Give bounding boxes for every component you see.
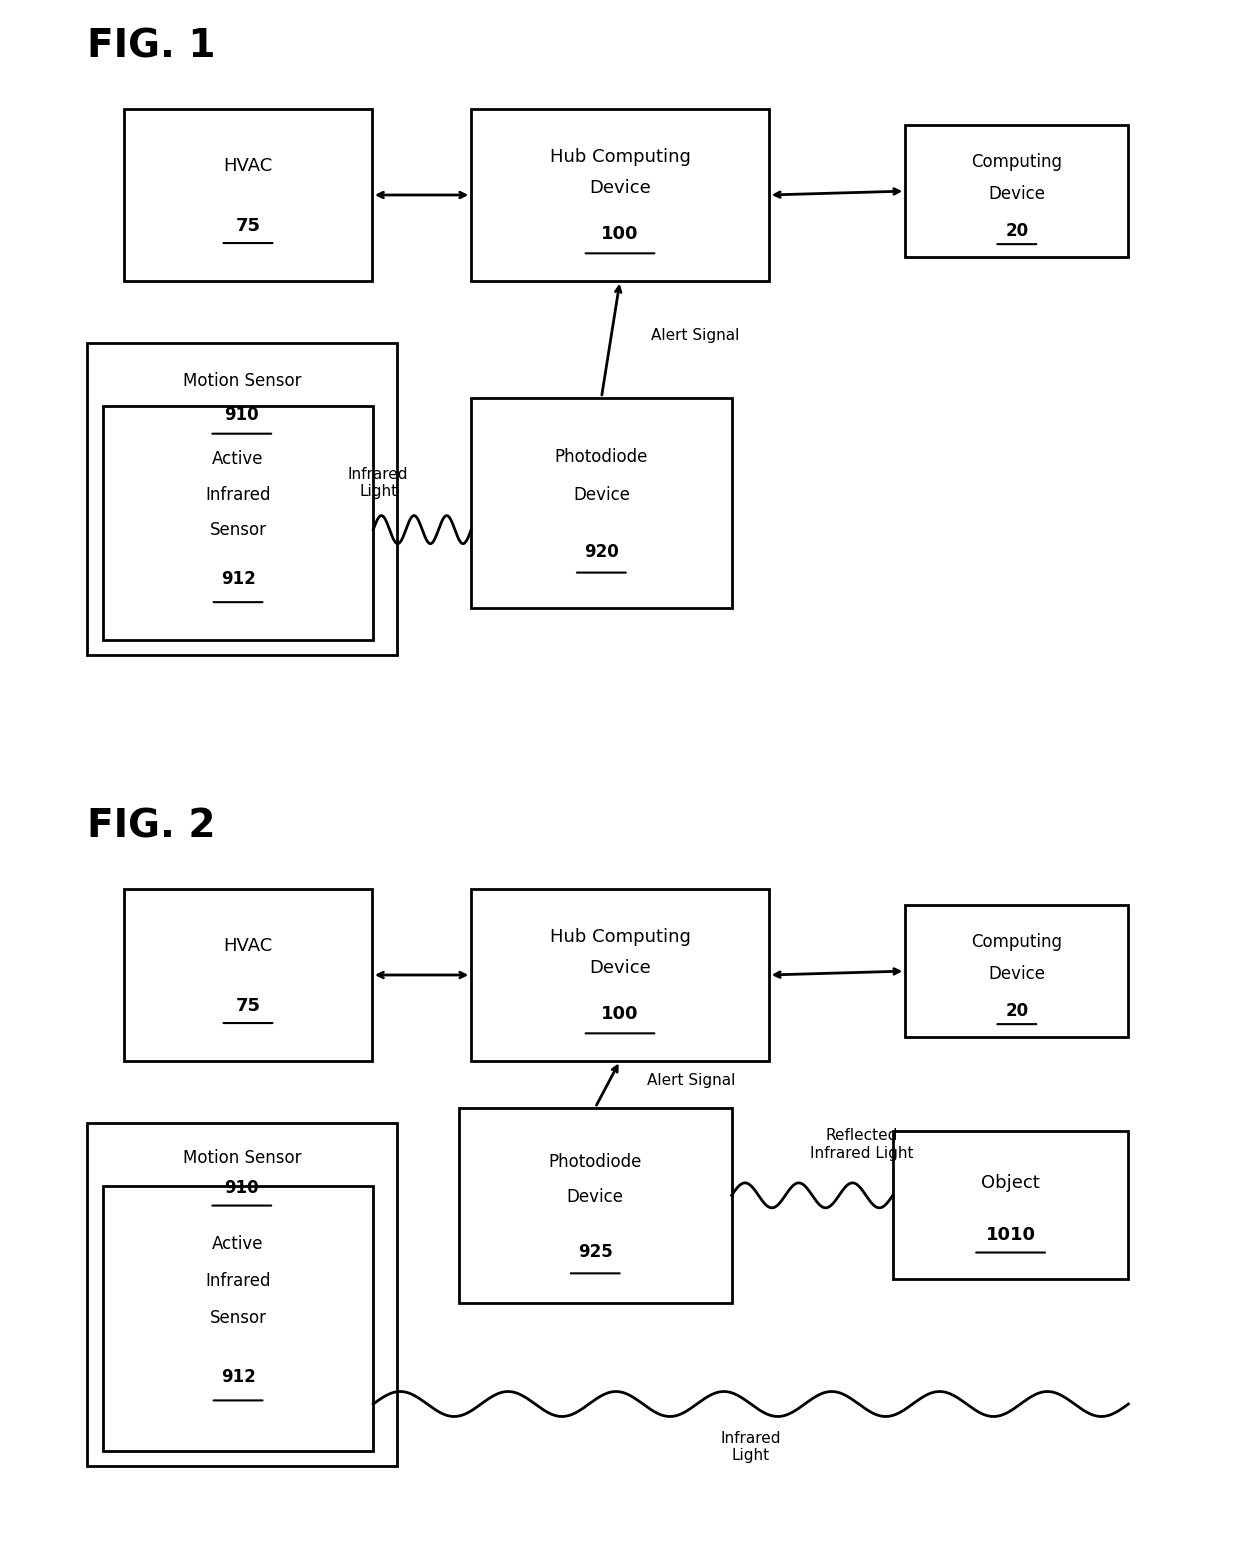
- Text: Infrared: Infrared: [206, 1271, 270, 1290]
- Text: 75: 75: [236, 217, 260, 236]
- FancyBboxPatch shape: [905, 125, 1128, 257]
- Text: Device: Device: [988, 964, 1045, 983]
- Text: Infrared: Infrared: [206, 485, 270, 504]
- FancyBboxPatch shape: [103, 406, 373, 640]
- FancyBboxPatch shape: [87, 343, 397, 655]
- Text: Device: Device: [589, 959, 651, 977]
- Text: Active: Active: [212, 1236, 264, 1253]
- Text: Device: Device: [567, 1189, 624, 1206]
- Text: Motion Sensor: Motion Sensor: [182, 1148, 301, 1167]
- Text: Sensor: Sensor: [210, 521, 267, 538]
- Text: 912: 912: [221, 569, 255, 588]
- Text: FIG. 2: FIG. 2: [87, 808, 216, 846]
- Text: 75: 75: [236, 997, 260, 1016]
- FancyBboxPatch shape: [471, 398, 732, 608]
- Text: 100: 100: [601, 226, 639, 243]
- FancyBboxPatch shape: [893, 1131, 1128, 1279]
- Text: 925: 925: [578, 1243, 613, 1260]
- Text: Hub Computing: Hub Computing: [549, 928, 691, 947]
- FancyBboxPatch shape: [124, 109, 372, 281]
- Text: 20: 20: [1006, 1002, 1028, 1020]
- Text: Infrared
Light: Infrared Light: [720, 1431, 781, 1463]
- Text: Reflected
Infrared Light: Reflected Infrared Light: [810, 1128, 914, 1161]
- FancyBboxPatch shape: [87, 1123, 397, 1466]
- Text: Photodiode: Photodiode: [548, 1153, 642, 1172]
- Text: 20: 20: [1006, 222, 1028, 240]
- Text: Alert Signal: Alert Signal: [647, 1073, 735, 1087]
- FancyBboxPatch shape: [124, 889, 372, 1061]
- Text: 912: 912: [221, 1368, 255, 1385]
- Text: Hub Computing: Hub Computing: [549, 148, 691, 167]
- Text: Motion Sensor: Motion Sensor: [182, 371, 301, 390]
- Text: Device: Device: [573, 485, 630, 504]
- FancyBboxPatch shape: [459, 1108, 732, 1303]
- FancyBboxPatch shape: [103, 1186, 373, 1451]
- Text: FIG. 1: FIG. 1: [87, 28, 216, 66]
- FancyBboxPatch shape: [905, 905, 1128, 1037]
- Text: Device: Device: [589, 179, 651, 197]
- Text: Alert Signal: Alert Signal: [651, 328, 739, 343]
- Text: 910: 910: [224, 406, 259, 424]
- Text: Device: Device: [988, 184, 1045, 203]
- FancyBboxPatch shape: [471, 109, 769, 281]
- Text: 910: 910: [224, 1179, 259, 1198]
- Text: 100: 100: [601, 1006, 639, 1023]
- Text: Active: Active: [212, 451, 264, 468]
- Text: Photodiode: Photodiode: [554, 448, 649, 466]
- Text: HVAC: HVAC: [223, 938, 273, 955]
- Text: Object: Object: [981, 1173, 1040, 1192]
- Text: Computing: Computing: [971, 933, 1063, 952]
- Text: Infrared
Light: Infrared Light: [348, 466, 408, 499]
- Text: 920: 920: [584, 543, 619, 560]
- FancyBboxPatch shape: [471, 889, 769, 1061]
- Text: Computing: Computing: [971, 153, 1063, 172]
- Text: HVAC: HVAC: [223, 158, 273, 175]
- Text: 1010: 1010: [986, 1226, 1035, 1243]
- Text: Sensor: Sensor: [210, 1309, 267, 1328]
